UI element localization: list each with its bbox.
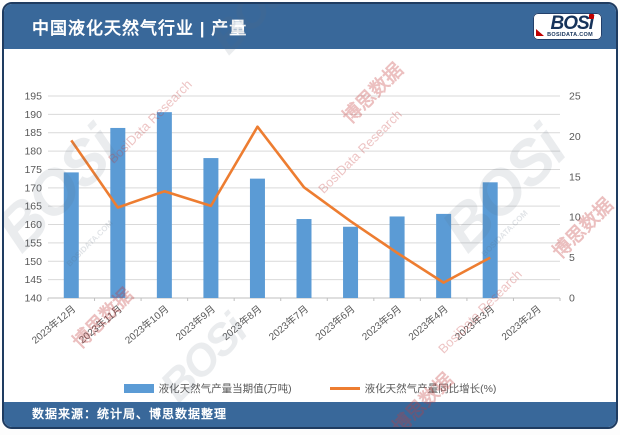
- bar: [389, 216, 405, 298]
- svg-text:2023年5月: 2023年5月: [359, 302, 404, 343]
- legend: 液化天然气产量当期值(万吨) 液化天然气产量同比增长(%): [4, 375, 616, 401]
- svg-text:185: 185: [24, 127, 42, 139]
- bar-swatch-icon: [123, 383, 154, 393]
- bar: [110, 127, 126, 298]
- line-series: [70, 125, 491, 284]
- svg-text:2023年4月: 2023年4月: [406, 302, 451, 343]
- svg-text:190: 190: [24, 109, 42, 121]
- bar: [63, 172, 79, 298]
- svg-text:5: 5: [569, 252, 575, 264]
- chart-svg: 140 145 150 155 160 165 170 175 180 185 190 195 0 5 10…: [24, 91, 581, 347]
- svg-text:2023年8月: 2023年8月: [219, 302, 264, 343]
- svg-text:0: 0: [569, 293, 575, 305]
- svg-text:2023年10月: 2023年10月: [122, 302, 171, 346]
- svg-text:15: 15: [569, 171, 581, 183]
- legend-item-line: 液化天然气产量同比增长(%): [329, 381, 497, 396]
- svg-text:20: 20: [569, 131, 581, 143]
- bar: [436, 213, 452, 298]
- svg-text:2023年11月: 2023年11月: [76, 302, 125, 346]
- page-title: 中国液化天然气行业 | 产量: [32, 19, 248, 38]
- footer-bar: 数据来源：统计局、博思数据整理: [4, 402, 616, 427]
- logo-accent-icon: [536, 29, 545, 36]
- brand-logo: BOSi BOSIDATA.COM: [533, 13, 602, 40]
- svg-text:25: 25: [569, 91, 581, 103]
- svg-text:155: 155: [24, 237, 42, 249]
- svg-text:150: 150: [24, 256, 42, 268]
- bar: [482, 182, 498, 298]
- bar-series: [63, 112, 498, 298]
- svg-text:2023年3月: 2023年3月: [452, 302, 497, 343]
- svg-text:2023年12月: 2023年12月: [29, 302, 78, 346]
- logo-text: BOSi: [550, 13, 594, 34]
- svg-text:180: 180: [24, 146, 42, 158]
- gridlines: [47, 95, 561, 301]
- bar: [296, 219, 312, 298]
- chart-area: 140 145 150 155 160 165 170 175 180 185 190 195 0 5 10…: [4, 49, 616, 375]
- svg-text:195: 195: [24, 91, 42, 103]
- y-axis-left: 140 145 150 155 160 165 170 175 180 185 190 195: [24, 91, 42, 305]
- logo-dot-icon: [589, 14, 594, 19]
- y-axis-right: 0 5 10 15 20 25: [569, 91, 581, 305]
- header-bar: 中国液化天然气行业 | 产量 BOSi BOSIDATA.COM: [4, 4, 616, 49]
- svg-text:2023年6月: 2023年6月: [312, 302, 357, 343]
- svg-text:160: 160: [24, 219, 42, 231]
- svg-text:10: 10: [569, 212, 581, 224]
- chart-card: 中国液化天然气行业 | 产量 BOSi BOSIDATA.COM 140 145 1…: [2, 2, 618, 429]
- logo-site: BOSIDATA.COM: [547, 32, 593, 38]
- line-swatch-icon: [329, 386, 360, 390]
- svg-text:2023年9月: 2023年9月: [173, 302, 218, 343]
- svg-text:140: 140: [24, 293, 42, 305]
- svg-text:165: 165: [24, 201, 42, 213]
- svg-text:170: 170: [24, 182, 42, 194]
- bar: [156, 112, 172, 298]
- bar: [249, 178, 265, 298]
- svg-text:2023年2月: 2023年2月: [499, 302, 544, 343]
- svg-text:2023年7月: 2023年7月: [266, 302, 311, 343]
- legend-bar-label: 液化天然气产量当期值(万吨): [158, 382, 292, 395]
- svg-text:145: 145: [24, 274, 42, 286]
- legend-item-bars: 液化天然气产量当期值(万吨): [123, 381, 292, 396]
- bar: [203, 158, 219, 298]
- data-source-text: 数据来源：统计局、博思数据整理: [32, 407, 228, 421]
- bar: [343, 226, 359, 298]
- svg-text:175: 175: [24, 164, 42, 176]
- legend-line-label: 液化天然气产量同比增长(%): [364, 382, 497, 395]
